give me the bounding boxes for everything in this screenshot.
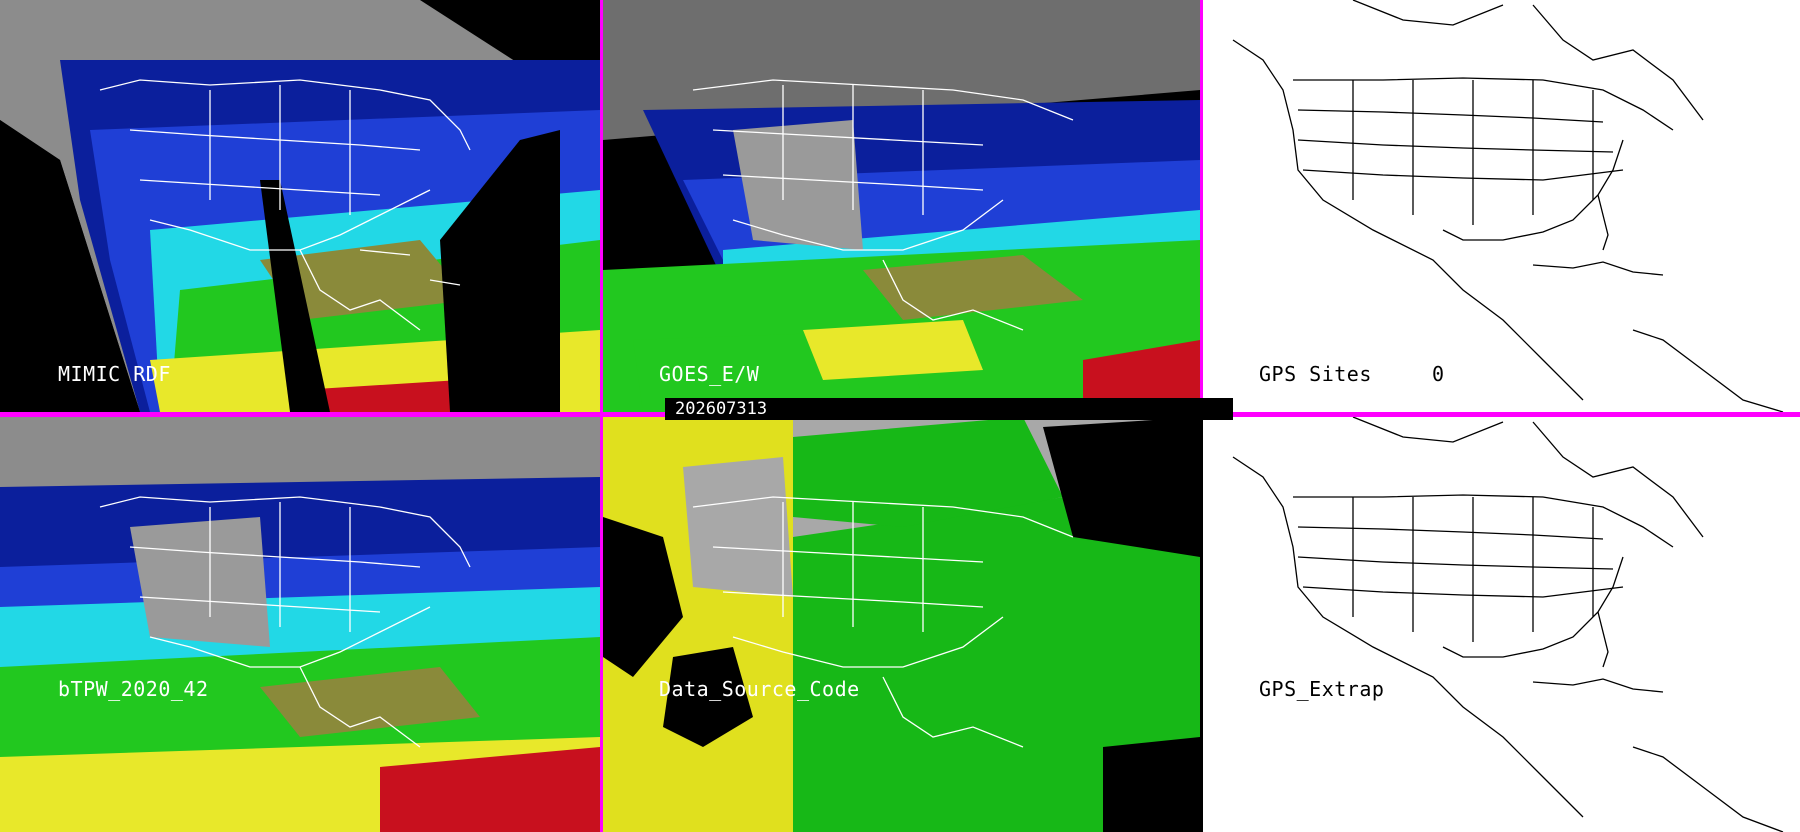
- panel-label-gps-sites: GPS Sites: [1259, 362, 1372, 386]
- panel-label-data-source: Data_Source_Code: [659, 677, 860, 701]
- gps-sites-basemap: [1203, 0, 1800, 412]
- data-source-imagery: [603, 417, 1200, 832]
- panel-data-source: Data_Source_Code: [603, 417, 1200, 832]
- panel-label-mimic: MIMIC RDF: [58, 362, 171, 386]
- panel-gps-sites: GPS Sites 0: [1203, 0, 1800, 412]
- panel-btpw: bTPW_2020_42: [0, 417, 600, 832]
- panel-gps-extrap: GPS_Extrap: [1203, 417, 1800, 832]
- panel-goes: GOES_E/W: [603, 0, 1200, 412]
- goes-imagery: [603, 0, 1200, 412]
- gps-sites-count: 0: [1432, 362, 1445, 386]
- divider-vertical-left: [600, 0, 603, 832]
- timestamp-bar: 202607313: [665, 398, 1233, 420]
- panel-label-goes: GOES_E/W: [659, 362, 760, 386]
- panel-label-gps-extrap: GPS_Extrap: [1259, 677, 1385, 701]
- gps-extrap-basemap: [1203, 417, 1800, 832]
- btpw-imagery: [0, 417, 600, 832]
- panel-mimic-rdf: MIMIC RDF: [0, 0, 600, 412]
- divider-vertical-right: [1200, 0, 1203, 416]
- moisture-imagery: [0, 0, 600, 412]
- panel-label-btpw: bTPW_2020_42: [58, 677, 209, 701]
